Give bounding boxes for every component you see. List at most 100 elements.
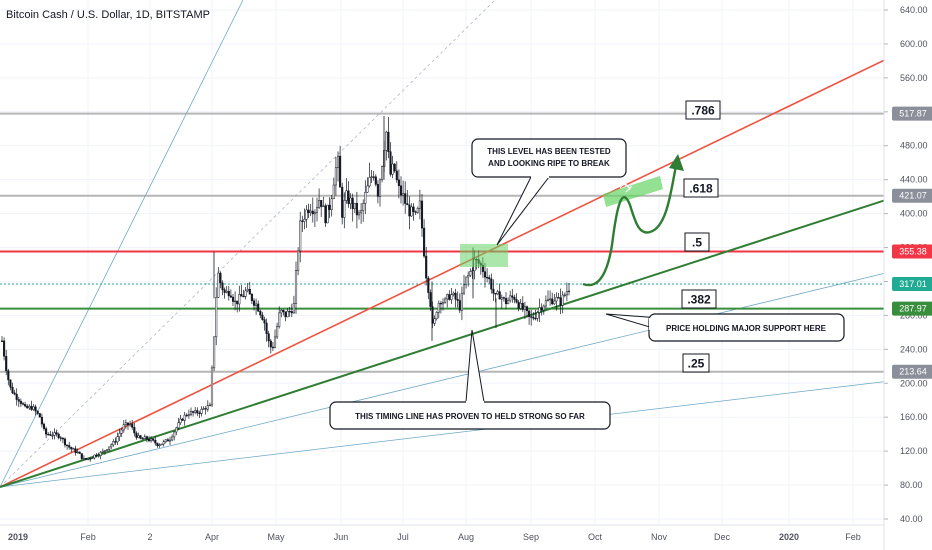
candle-body: [177, 422, 180, 429]
fan-line: [0, 0, 244, 488]
candle-body: [538, 307, 541, 313]
candle-body: [225, 290, 228, 293]
candle-body: [118, 433, 121, 437]
y-tick-label: 40.00: [900, 514, 923, 524]
candle-body: [21, 403, 25, 405]
candle-body: [546, 299, 550, 301]
x-tick-label: 2019: [8, 532, 28, 542]
candle-body: [303, 219, 306, 222]
candle-body: [517, 301, 520, 309]
candle-body: [284, 311, 287, 318]
candle-body: [420, 200, 424, 229]
candle-body: [460, 292, 463, 311]
candle-body: [322, 205, 325, 207]
candle-body: [51, 435, 54, 437]
candle-body: [124, 422, 127, 425]
x-tick-label: May: [267, 532, 285, 542]
candle-body: [286, 310, 289, 318]
x-tick-label: 2020: [779, 532, 799, 542]
candle-body: [521, 303, 524, 310]
candle-body: [15, 393, 18, 400]
candle-body: [192, 411, 195, 413]
candle-body: [555, 297, 558, 302]
candle-body: [87, 458, 90, 460]
price-tag-label: 517.87: [899, 109, 927, 119]
candle-body: [389, 151, 392, 175]
candle-body: [198, 412, 201, 415]
candle-body: [557, 297, 560, 299]
candle-body: [131, 423, 134, 428]
candle-body: [519, 303, 522, 309]
candle-body: [30, 405, 33, 410]
candle-body: [341, 186, 344, 218]
candle-body: [63, 438, 67, 446]
price-tag-label: 421.07: [899, 191, 927, 201]
candle-body: [509, 295, 512, 301]
candle-body: [32, 406, 35, 410]
candle-body: [242, 295, 245, 298]
candle-body: [7, 370, 10, 381]
candle-body: [525, 306, 529, 312]
candle-body: [208, 404, 211, 407]
candle-body: [326, 204, 329, 224]
candle-body: [290, 311, 293, 314]
candle-body: [437, 302, 440, 313]
candle-body: [458, 300, 461, 311]
fan-line: [0, 380, 891, 488]
candle-body: [227, 290, 230, 297]
candle-body: [219, 272, 222, 284]
candle-body: [374, 176, 377, 185]
candle-body: [120, 429, 123, 434]
candle-body: [5, 356, 8, 372]
candle-body: [318, 200, 321, 208]
candle-body: [395, 170, 398, 181]
candle-body: [252, 300, 256, 306]
fib-label-box: [681, 289, 717, 309]
candle-body: [425, 255, 428, 279]
price-tag-label: 317.01: [899, 279, 927, 289]
candle-body: [515, 299, 518, 303]
x-tick-label: Jun: [334, 532, 349, 542]
candle-body: [267, 333, 270, 342]
resistance-test-highlight: [460, 244, 508, 267]
resistance-trend-line: [0, 54, 896, 488]
candle-body: [412, 206, 415, 212]
candle-body: [36, 410, 39, 414]
candle-body: [288, 310, 291, 313]
candle-body: [292, 303, 295, 314]
candle-body: [339, 155, 342, 188]
candle-body: [561, 294, 564, 306]
candle-body: [376, 184, 379, 197]
candle-body: [250, 293, 253, 302]
candle-body: [441, 302, 445, 305]
candle-body: [402, 193, 405, 196]
candle-body: [238, 294, 241, 305]
candle-body: [206, 405, 209, 410]
candle-body: [255, 303, 258, 306]
candle-body: [357, 212, 361, 216]
candle-body: [141, 438, 144, 440]
x-tick-label: Feb: [80, 532, 96, 542]
candle-body: [507, 299, 510, 305]
price-tag: [892, 277, 932, 292]
candle-body: [502, 297, 505, 299]
candle-body: [530, 316, 533, 318]
candle-body: [162, 441, 165, 445]
y-tick-label: 640.00: [900, 5, 928, 15]
candle-body: [156, 442, 159, 446]
candle-body: [158, 444, 161, 446]
candle-body: [416, 208, 419, 213]
candle-body: [57, 433, 60, 438]
candle-body: [189, 411, 193, 415]
candle-body: [429, 292, 432, 307]
candle-body: [143, 436, 146, 440]
candle-body: [469, 271, 472, 276]
candle-body: [391, 163, 394, 175]
candle-body: [66, 444, 69, 447]
x-tick-label: Feb: [845, 532, 861, 542]
candle-body: [259, 310, 262, 316]
candle-body: [347, 190, 350, 204]
candle-body: [462, 284, 466, 294]
candle-body: [454, 292, 457, 300]
